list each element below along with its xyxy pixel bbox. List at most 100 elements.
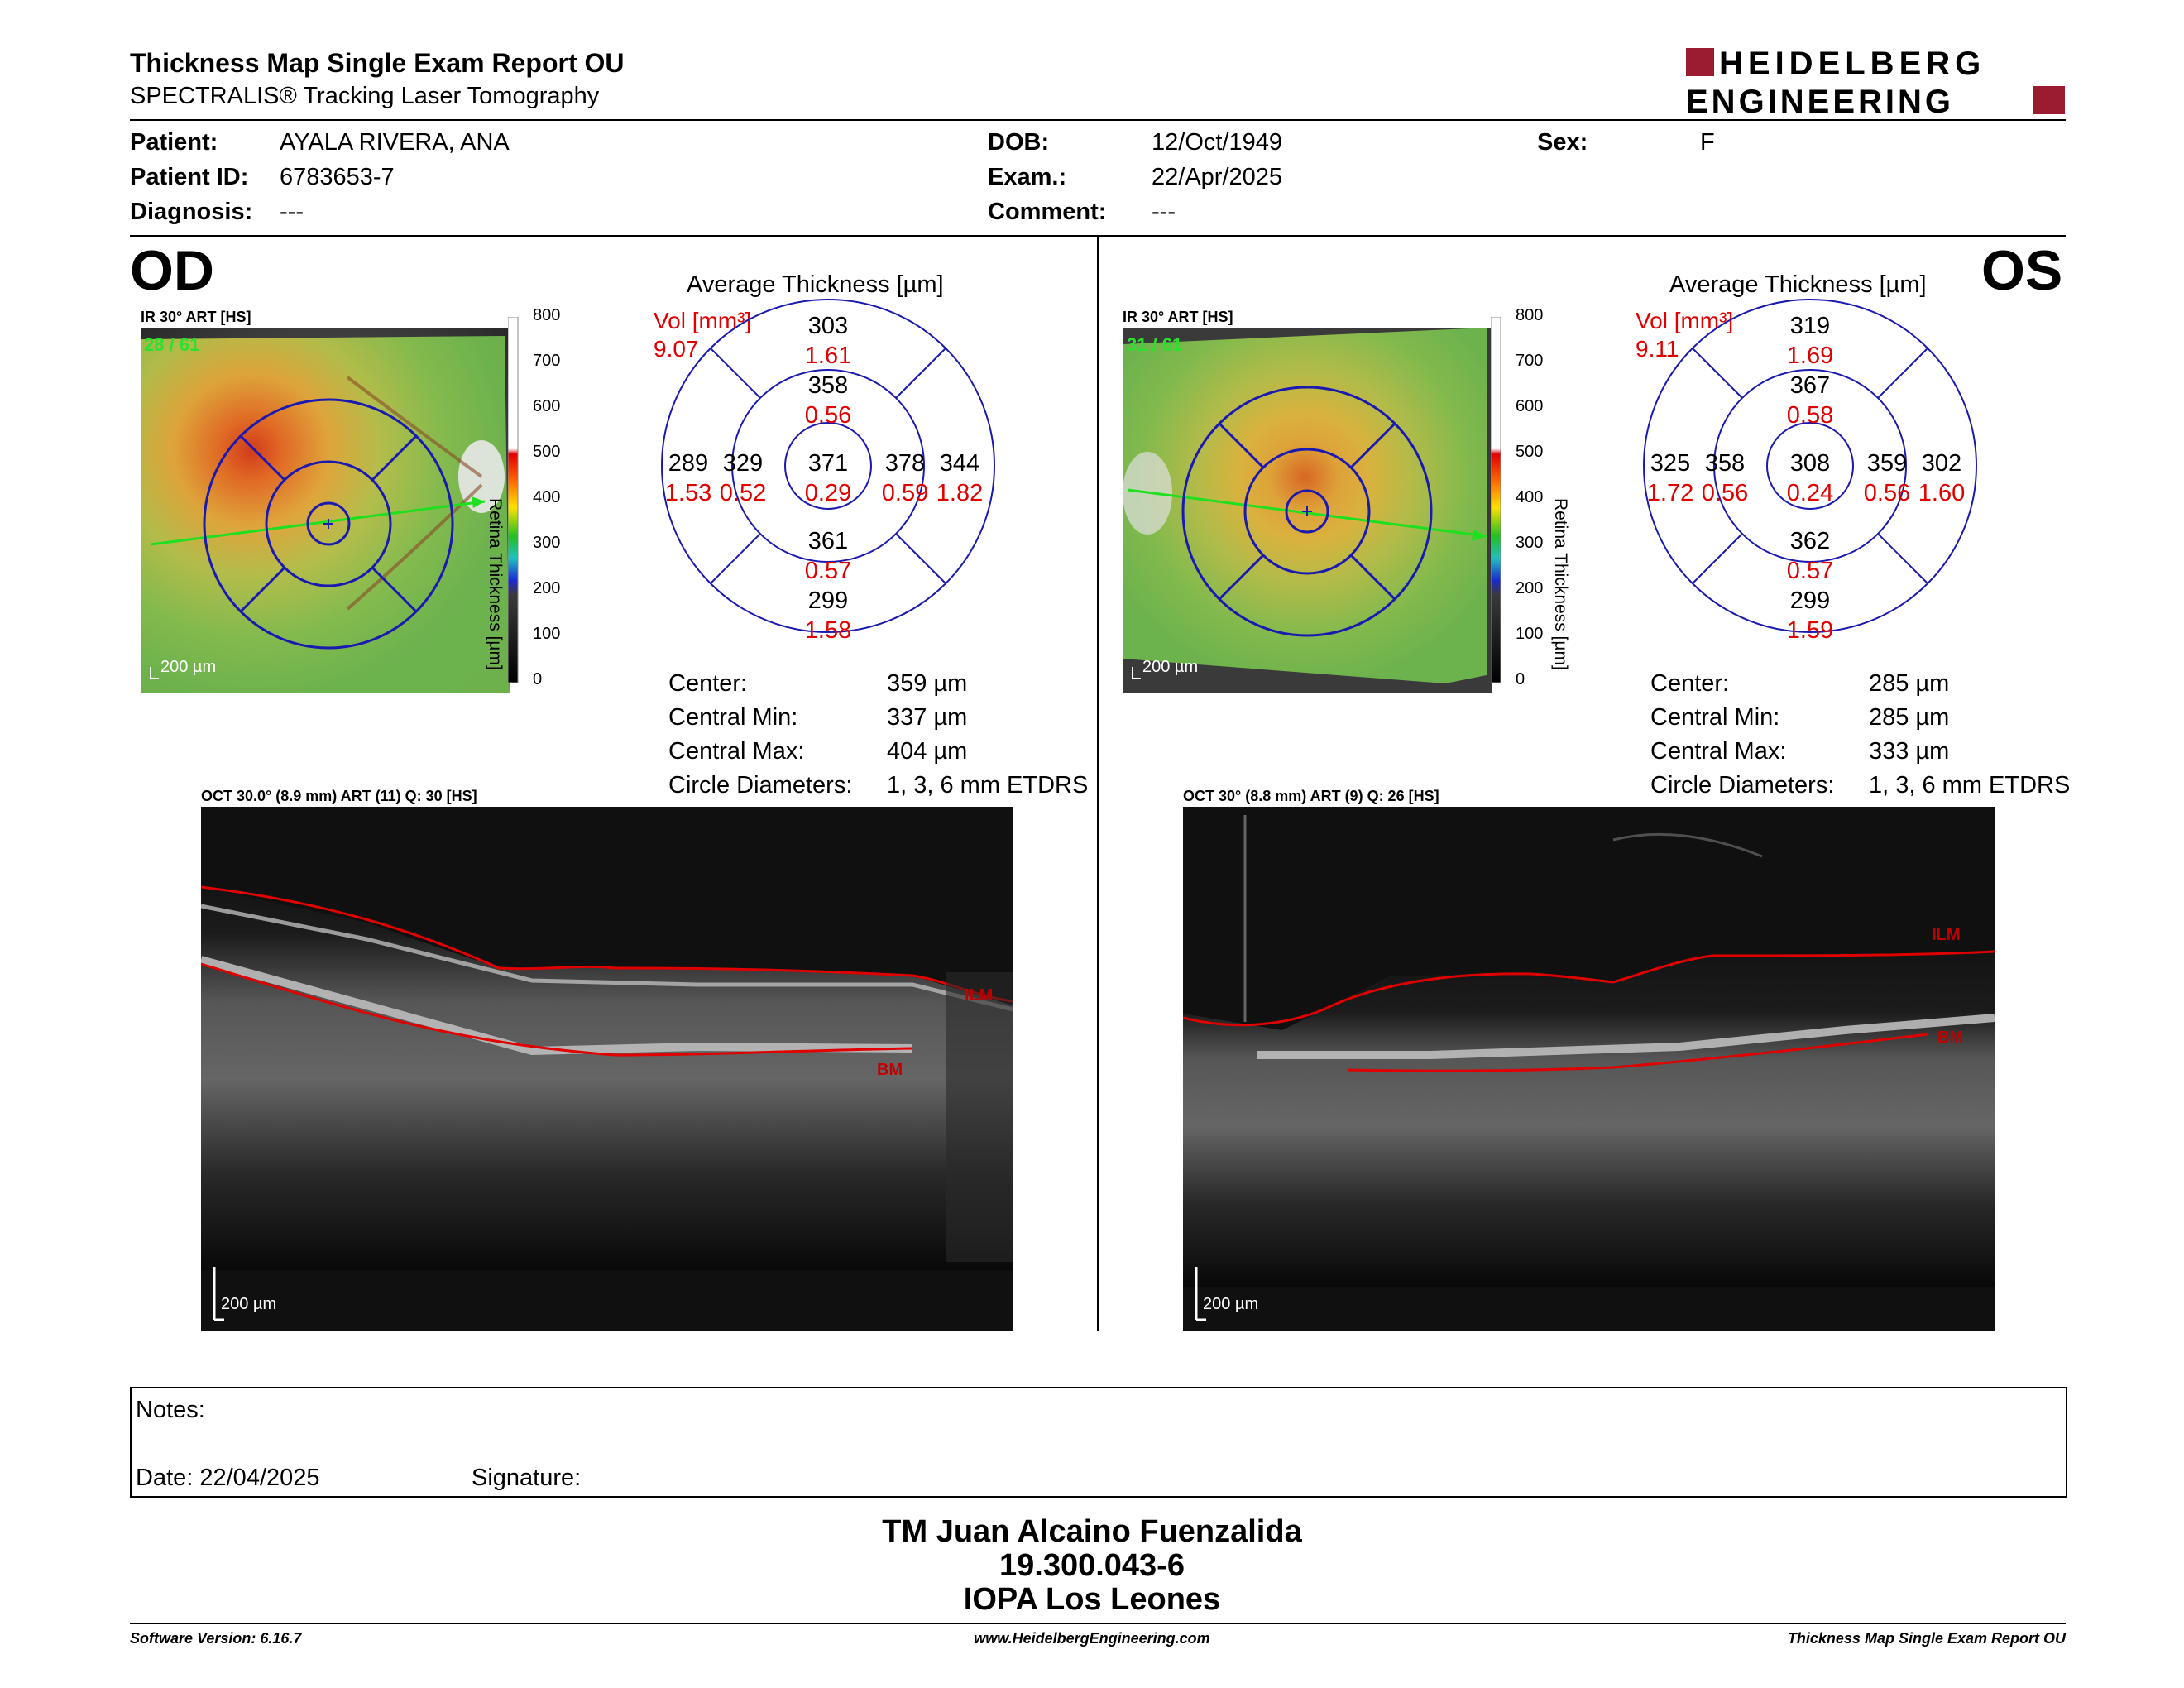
- os-tick-500: 500: [1516, 443, 1544, 461]
- os-fundus-scale: 200 µm: [1142, 658, 1199, 676]
- os-vol-total: 9.11: [1636, 336, 1679, 362]
- od-map-title: Average Thickness [µm]: [687, 271, 944, 298]
- os-vol-label: Vol [mm³]: [1636, 308, 1734, 333]
- os-outer-sup-vol: 1.69: [1786, 343, 1834, 369]
- od-outer-sup-thick: 303: [807, 313, 849, 339]
- dob-label: DOB:: [988, 129, 1050, 156]
- od-inner-temp-vol: 0.52: [719, 480, 767, 506]
- exam-value: 22/Apr/2025: [1152, 164, 1283, 190]
- od-inner-inf-thick: 361: [807, 528, 849, 554]
- os-tick-600: 600: [1516, 397, 1544, 415]
- os-outer-temp-vol: 1.72: [1646, 480, 1694, 506]
- os-max-value: 333 µm: [1869, 738, 1950, 765]
- os-inner-sup-vol: 0.58: [1786, 402, 1834, 429]
- od-inner-nasal-vol: 0.59: [881, 480, 929, 506]
- os-ilm-label: ILM: [1932, 926, 1961, 944]
- diagnosis-value: ---: [280, 199, 304, 225]
- od-oct-scale: 200 µm: [221, 1295, 277, 1313]
- os-max-label: Central Max:: [1650, 738, 1787, 765]
- od-ilm-label: ILM: [965, 986, 994, 1005]
- os-tick-100: 100: [1516, 625, 1544, 643]
- os-center-vol: 0.24: [1786, 480, 1834, 506]
- os-min-label: Central Min:: [1650, 704, 1780, 731]
- od-center-label: Center:: [668, 670, 748, 697]
- patient-name: AYALA RIVERA, ANA: [280, 129, 510, 156]
- os-center-thick: 308: [1789, 450, 1831, 477]
- od-outer-temp-thick: 289: [668, 450, 709, 477]
- od-outer-inf-thick: 299: [807, 587, 849, 614]
- sex-label: Sex:: [1537, 129, 1588, 156]
- report-title: Thickness Map Single Exam Report OU: [130, 48, 625, 78]
- od-tick-0: 0: [533, 670, 543, 688]
- od-center-value: 359 µm: [887, 670, 968, 697]
- os-colorbar: [1490, 316, 1582, 689]
- os-frame-count: 31 / 61: [1127, 334, 1183, 355]
- od-diam-value: 1, 3, 6 mm ETDRS: [887, 772, 1089, 798]
- od-fundus-scale: 200 µm: [160, 658, 217, 676]
- od-center-thick: 371: [807, 450, 849, 477]
- od-min-label: Central Min:: [668, 704, 798, 731]
- os-colorbar-label: Retina Thickness [µm]: [1551, 498, 1570, 670]
- os-center-value: 285 µm: [1869, 670, 1950, 697]
- od-inner-sup-vol: 0.56: [804, 402, 852, 429]
- os-inner-nasal-thick: 359: [1866, 450, 1908, 477]
- signature-label: Signature:: [472, 1465, 582, 1491]
- od-oct-caption: OCT 30.0° (8.9 mm) ART (11) Q: 30 [HS]: [201, 788, 477, 804]
- os-inner-temp-vol: 0.56: [1701, 480, 1749, 506]
- eye-divider: [1097, 237, 1099, 1331]
- os-outer-sup-thick: 319: [1789, 313, 1831, 339]
- od-max-value: 404 µm: [887, 738, 968, 765]
- technician-id: 19.300.043-6: [999, 1548, 1185, 1583]
- notes-label: Notes:: [136, 1397, 205, 1423]
- website-link[interactable]: www.HeidelbergEngineering.com: [974, 1630, 1210, 1647]
- os-tick-400: 400: [1516, 488, 1544, 506]
- od-vol-label: Vol [mm³]: [654, 308, 752, 333]
- os-etdrs-grid: [1640, 296, 1980, 635]
- od-max-label: Central Max:: [668, 738, 805, 765]
- os-outer-inf-thick: 299: [1789, 587, 1831, 614]
- od-diam-label: Circle Diameters:: [668, 772, 853, 798]
- software-version: Software Version: 6.16.7: [130, 1630, 302, 1647]
- os-eye-label: OS: [1981, 239, 2063, 302]
- od-outer-nasal-thick: 344: [939, 450, 980, 477]
- os-tick-800: 800: [1516, 306, 1544, 324]
- report-subtitle: SPECTRALIS® Tracking Laser Tomography: [130, 83, 600, 109]
- os-outer-nasal-thick: 302: [1921, 450, 1962, 477]
- os-bm-label: BM: [1937, 1029, 1964, 1047]
- od-inner-temp-thick: 329: [722, 450, 764, 477]
- patient-label: Patient:: [130, 129, 218, 156]
- os-outer-temp-thick: 325: [1650, 450, 1691, 477]
- os-fundus-image: [1123, 328, 1492, 693]
- technician-name: TM Juan Alcaino Fuenzalida: [882, 1514, 1302, 1549]
- os-outer-nasal-vol: 1.60: [1918, 480, 1966, 506]
- od-outer-inf-vol: 1.58: [804, 617, 852, 644]
- os-inner-sup-thick: 367: [1789, 372, 1831, 399]
- od-tick-700: 700: [533, 352, 561, 370]
- od-etdrs-grid: [659, 296, 998, 635]
- os-inner-inf-vol: 0.57: [1786, 558, 1834, 584]
- comment-value: ---: [1152, 199, 1176, 225]
- sex-value: F: [1700, 129, 1715, 156]
- od-frame-count: 28 / 61: [144, 334, 200, 355]
- os-map-title: Average Thickness [µm]: [1669, 271, 1927, 298]
- od-outer-nasal-vol: 1.82: [936, 480, 984, 506]
- od-tick-200: 200: [533, 579, 561, 597]
- od-colorbar-label: Retina Thickness [µm]: [486, 498, 505, 670]
- patient-id: 6783653-7: [280, 164, 395, 190]
- os-diam-value: 1, 3, 6 mm ETDRS: [1869, 772, 2071, 798]
- os-tick-200: 200: [1516, 579, 1544, 597]
- od-tick-600: 600: [533, 397, 561, 415]
- od-inner-nasal-thick: 378: [884, 450, 926, 477]
- notes-box[interactable]: [130, 1387, 2067, 1498]
- os-sector-values: 319 1.69 367 0.58 325 1.72 358 0.56 308 …: [1640, 296, 1980, 644]
- od-tick-800: 800: [533, 306, 561, 324]
- footer-report-name: Thickness Map Single Exam Report OU: [1787, 1630, 2066, 1647]
- os-center-label: Center:: [1650, 670, 1730, 697]
- od-tick-400: 400: [533, 488, 561, 506]
- od-outer-sup-vol: 1.61: [804, 343, 852, 369]
- os-oct-caption: OCT 30° (8.8 mm) ART (9) Q: 26 [HS]: [1183, 788, 1439, 804]
- od-tick-300: 300: [533, 534, 561, 552]
- patient-id-label: Patient ID:: [130, 164, 249, 190]
- od-bm-label: BM: [877, 1061, 903, 1079]
- od-eye-label: OD: [130, 239, 214, 302]
